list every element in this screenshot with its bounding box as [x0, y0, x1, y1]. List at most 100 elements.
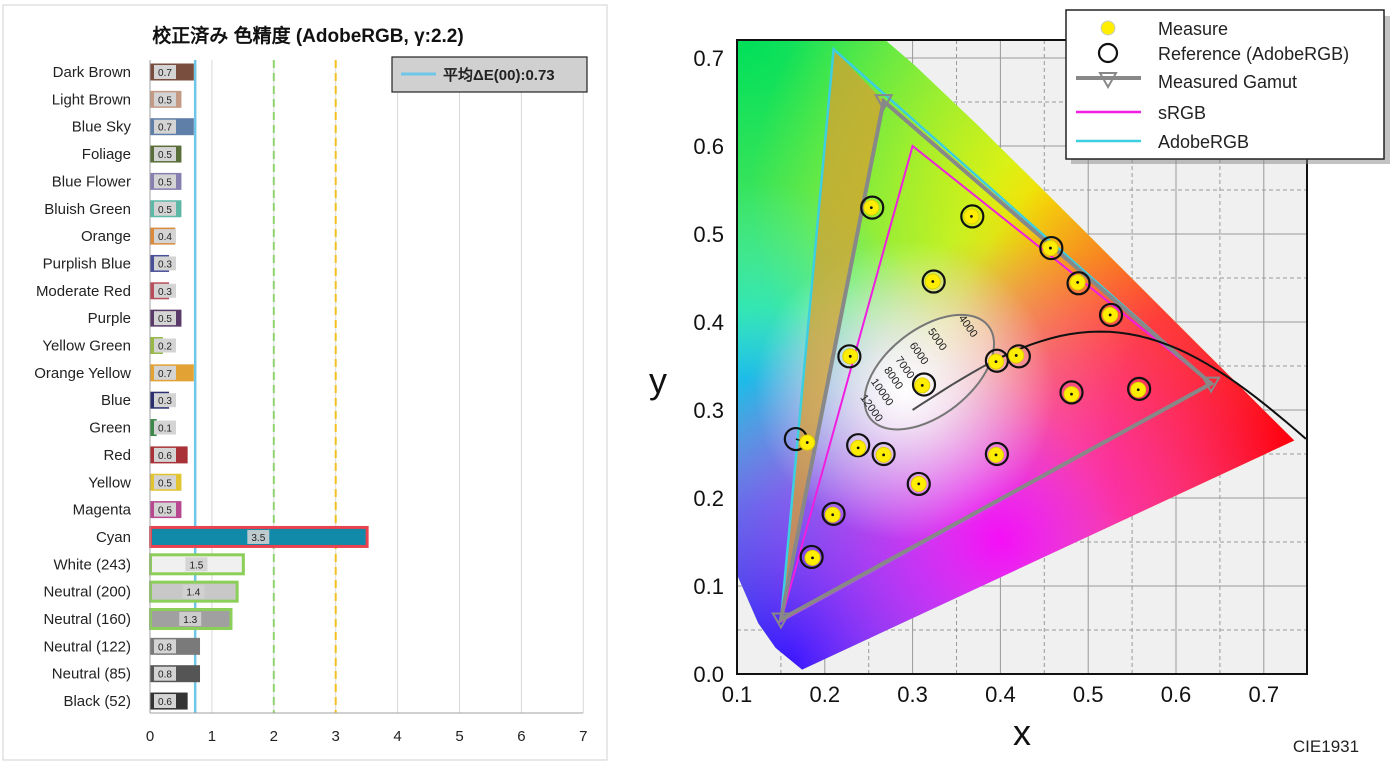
color-accuracy-bar-chart: 校正済み 色精度 (AdobeRGB, γ:2.2) 0.7 0.5 0.7 0.5 0… [0, 0, 610, 765]
bar-value-label-bg [247, 529, 270, 544]
reference-point-adobergb [871, 441, 896, 467]
bar-value-label-bg [154, 694, 176, 709]
bar-value-label-bg [185, 557, 208, 572]
measured-point-center [994, 453, 998, 457]
cie-y-tick-label: 0.5 [693, 222, 724, 247]
measured-gamut-vertex-marker [771, 612, 791, 630]
bar-value-label: 0.3 [158, 396, 172, 407]
cie-legend: Measure Reference (AdobeRGB) Measured Ga… [1065, 9, 1390, 164]
measured-point-center [1108, 313, 1112, 317]
category-label: Blue Sky [72, 119, 132, 136]
bar-value-label: 0.8 [158, 642, 172, 653]
measured-gamut-vertex-marker [873, 94, 894, 112]
bar-value-label-bg [154, 229, 176, 244]
cie-y-tick-label: 0.3 [693, 398, 724, 423]
cie-y-tick-label: 0.6 [693, 134, 724, 159]
category-label: Green [89, 420, 131, 437]
bar-value-label: 1.3 [183, 615, 197, 626]
reference-legend-icon [1097, 42, 1119, 64]
cie-x-tick-label: 0.6 [1161, 682, 1192, 707]
bar-value-label: 3.5 [251, 533, 265, 544]
reference-point-adobergb [1127, 376, 1152, 401]
legend-label-adobergb: AdobeRGB [1158, 132, 1249, 152]
bar-value-label-bg [154, 447, 176, 462]
legend-label-reference: Reference (AdobeRGB) [1158, 44, 1349, 64]
bar-value-label-bg [154, 666, 176, 681]
bar-value-label: 0.6 [158, 451, 172, 462]
measured-point-center [1049, 246, 1052, 250]
measured-point-center [920, 383, 924, 387]
cie-y-tick-label: 0.7 [693, 46, 724, 71]
bar-value-label-bg [154, 283, 176, 298]
bar-value-label: 0.5 [158, 177, 172, 188]
reference-point-adobergb [960, 204, 985, 229]
cie-x-tick-label: 0.5 [1073, 682, 1104, 707]
bar-value-label-bg [154, 338, 176, 353]
bar-value-label: 0.5 [158, 478, 172, 489]
cie-legend-box [1065, 9, 1385, 160]
category-label: Magenta [73, 502, 132, 519]
cie-x-tick-label: 0.7 [1249, 682, 1280, 707]
legend-label-srgb: sRGB [1158, 103, 1206, 123]
measured-gamut-vertex-marker [1201, 376, 1221, 394]
cie-y-tick-label: 0.4 [693, 310, 724, 335]
category-label: Moderate Red [36, 283, 131, 300]
reference-point-adobergb [821, 501, 846, 526]
planckian-locus-curve [912, 330, 1307, 440]
reference-point-adobergb [799, 544, 824, 570]
cie-plot-frame [736, 39, 1308, 675]
avg-legend-label: 平均ΔE(00):0.73 [443, 66, 555, 84]
measured-point-center [931, 280, 935, 283]
bar-value-label: 0.3 [158, 287, 172, 298]
bar-value-label-bg [154, 475, 176, 490]
category-label: Purple [88, 310, 131, 327]
cie-y-tick-label: 0.0 [693, 662, 724, 687]
bar-value-label: 0.1 [158, 424, 172, 435]
reference-point-adobergb [846, 433, 871, 458]
bar-x-tick-label: 3 [332, 728, 340, 745]
cie1931-footer-label: CIE1931 [1293, 737, 1359, 756]
bar-value-label: 0.8 [158, 670, 172, 681]
category-label: Light Brown [52, 91, 131, 108]
bar-value-label: 0.5 [158, 314, 172, 325]
measured-point-center [869, 206, 873, 210]
cie-y-axis-label: y [649, 360, 667, 401]
bar-value-label-bg [154, 365, 176, 380]
bar-x-tick-label: 1 [208, 728, 216, 745]
bar-value-label: 0.6 [158, 697, 172, 708]
category-label: Foliage [82, 146, 131, 163]
category-label: Bluish Green [44, 201, 131, 218]
bar-value-label: 0.5 [158, 150, 172, 161]
bar-value-label-bg [154, 311, 176, 326]
category-label: Neutral (160) [43, 611, 131, 628]
cct-ellipse [863, 313, 996, 431]
bar-value-label: 0.2 [158, 342, 172, 353]
measured-point-center [1070, 392, 1073, 396]
bar-x-tick-label: 0 [146, 728, 154, 745]
measured-point-center [970, 215, 973, 218]
category-label: White (243) [53, 556, 131, 573]
category-label: Cyan [96, 529, 131, 546]
legend-label-measure: Measure [1158, 19, 1228, 39]
cie-x-tick-label: 0.4 [985, 682, 1016, 707]
cie1931-chromaticity-chart: 4000 5000 6000 7000 8000 10000 12000 0.1 0.2 0.3… [615, 0, 1394, 765]
reference-point-adobergb [1039, 235, 1064, 261]
bar-x-tick-label: 5 [455, 728, 463, 745]
measured-point-center [811, 556, 814, 560]
category-label: Yellow [88, 474, 131, 491]
bar-x-tick-label: 2 [270, 728, 278, 745]
measure-legend-icon [1100, 20, 1116, 36]
category-label: Orange Yellow [34, 365, 131, 382]
bar-value-label-bg [154, 502, 176, 517]
measured-point-center [994, 360, 998, 363]
bar-value-label-bg [154, 639, 176, 654]
cie-x-tick-label: 0.1 [722, 682, 753, 707]
cie-y-tick-label: 0.2 [693, 486, 724, 511]
measured-point-center [917, 482, 921, 486]
bar-value-label-bg [154, 174, 176, 189]
bar-value-label: 0.5 [158, 205, 172, 216]
reference-point-adobergb [837, 344, 862, 369]
category-label: Purplish Blue [43, 255, 131, 272]
bar-value-label-bg [154, 256, 176, 271]
category-label: Blue Flower [52, 173, 131, 190]
